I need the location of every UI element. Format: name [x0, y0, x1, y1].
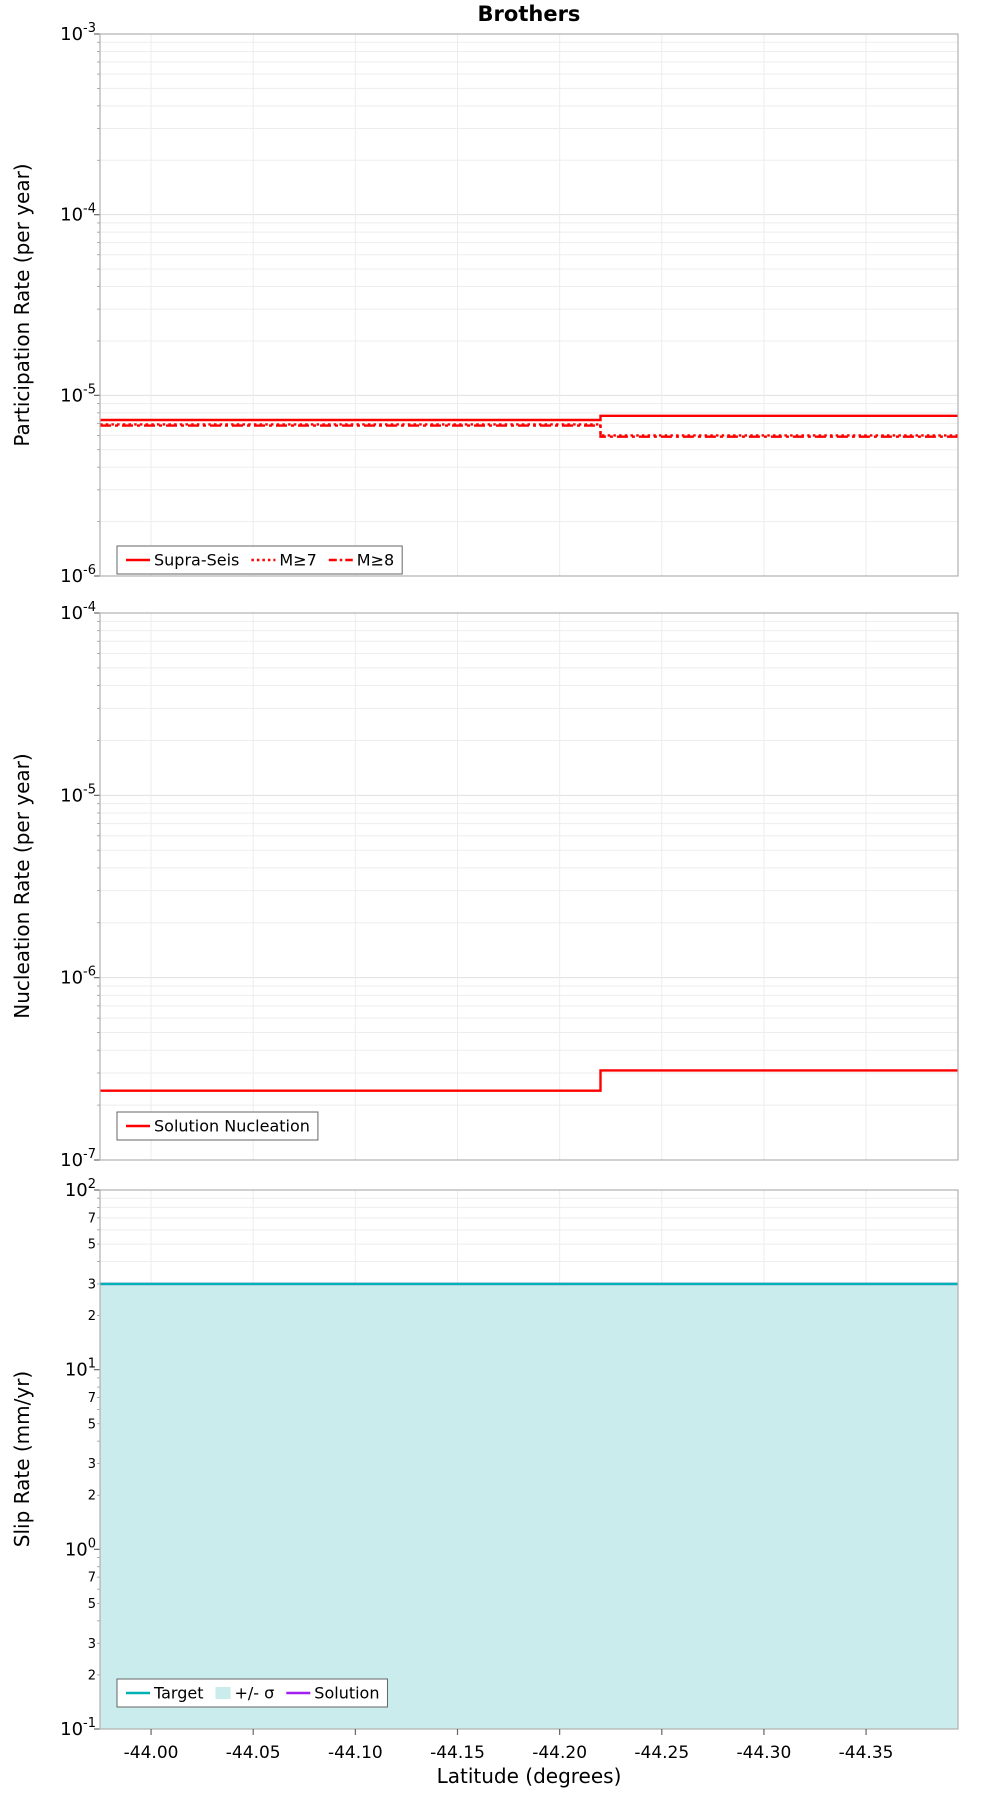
panel-nucleation: 10-4 10-5 10-6 10-7	[60, 600, 959, 1171]
plot-background	[100, 613, 958, 1160]
y-minor-tick-label: 5	[88, 1597, 96, 1612]
y-tick-label: 10-3	[60, 21, 96, 45]
y-axis: 10-3 10-4 10-5 10-6	[60, 21, 100, 587]
y-minor-tick-label: 5	[88, 1417, 96, 1432]
x-tick-label: -44.20	[532, 1743, 587, 1763]
x-axis-title: Latitude (degrees)	[436, 1764, 622, 1788]
y-minor-tick-label: 5	[88, 1238, 96, 1253]
y-axis: 102 101 100 10-1 7 5 3 2 7 5 3 2 7 5 3 2	[60, 1177, 100, 1740]
y-minor-tick-label: 3	[88, 1277, 96, 1292]
legend-label: Solution	[314, 1684, 379, 1703]
y-axis: 10-4 10-5 10-6 10-7	[60, 600, 100, 1171]
legend-label: Supra-Seis	[154, 551, 239, 570]
legend-box	[116, 1678, 388, 1708]
legend-box	[116, 1111, 319, 1141]
y-minor-tick-label: 2	[88, 1309, 96, 1324]
y-tick-label: 10-6	[60, 563, 96, 587]
plot-background	[100, 34, 958, 576]
y-tick-label: 10-6	[60, 965, 96, 989]
x-tick-label: -44.30	[737, 1743, 792, 1763]
legend-label: +/- σ	[235, 1684, 275, 1703]
legend-label: M≥8	[357, 551, 394, 570]
y-minor-tick-label: 7	[88, 1571, 96, 1586]
plot-border	[99, 33, 959, 577]
legend-label: Target	[153, 1684, 204, 1703]
y-minor-tick-label: 7	[88, 1211, 96, 1226]
x-tick-label: -44.10	[328, 1743, 383, 1763]
y-tick-label: 10-7	[60, 1147, 96, 1171]
legend-label: M≥7	[279, 551, 316, 570]
x-tick-label: -44.15	[430, 1743, 485, 1763]
plot-border	[99, 612, 959, 1161]
legend-slip-rate: Target +/- σ Solution	[116, 1678, 388, 1708]
legend-box	[116, 545, 403, 575]
y-tick-label: 10-5	[60, 382, 96, 406]
y-tick-label: 10-4	[60, 202, 96, 226]
y-minor-tick-label: 3	[88, 1457, 96, 1472]
y-tick-label: 10-5	[60, 782, 96, 806]
y-minor-tick-label: 2	[88, 1668, 96, 1683]
legend-swatch	[215, 1687, 231, 1699]
series-line	[100, 1069, 958, 1092]
x-tick-label: -44.25	[634, 1743, 689, 1763]
y-minor-tick-label: 7	[88, 1391, 96, 1406]
y-tick-label: 10-1	[60, 1716, 96, 1740]
y-minor-tick-label: 2	[88, 1489, 96, 1504]
x-axis: -44.00 -44.05 -44.10 -44.15 -44.20 -44.25 -44.…	[124, 1729, 894, 1763]
y-tick-label: 100	[65, 1536, 96, 1560]
y-tick-label: 101	[65, 1357, 96, 1381]
panel-participation: 10-3 10-4 10-5 10-6	[60, 21, 959, 587]
series-line	[100, 423, 958, 437]
gridlines	[100, 613, 958, 1160]
chart-title: Brothers	[477, 2, 581, 26]
legend-participation: Supra-Seis M≥7 M≥8	[116, 545, 403, 575]
x-tick-label: -44.05	[226, 1743, 281, 1763]
legend-nucleation: Solution Nucleation	[116, 1111, 319, 1141]
y-tick-label: 10-4	[60, 600, 96, 624]
x-tick-label: -44.00	[124, 1743, 179, 1763]
series-line	[100, 414, 958, 422]
legend-label: Solution Nucleation	[154, 1117, 310, 1136]
band-series	[100, 1283, 958, 1729]
y-tick-label: 102	[65, 1177, 96, 1201]
y-minor-tick-label: 3	[88, 1637, 96, 1652]
panel-slip-rate: 102 101 100 10-1 7 5 3 2 7 5 3 2 7 5 3 2	[60, 1177, 959, 1740]
x-tick-label: -44.35	[839, 1743, 894, 1763]
series-line	[100, 424, 958, 438]
plot-border	[99, 1189, 959, 1730]
